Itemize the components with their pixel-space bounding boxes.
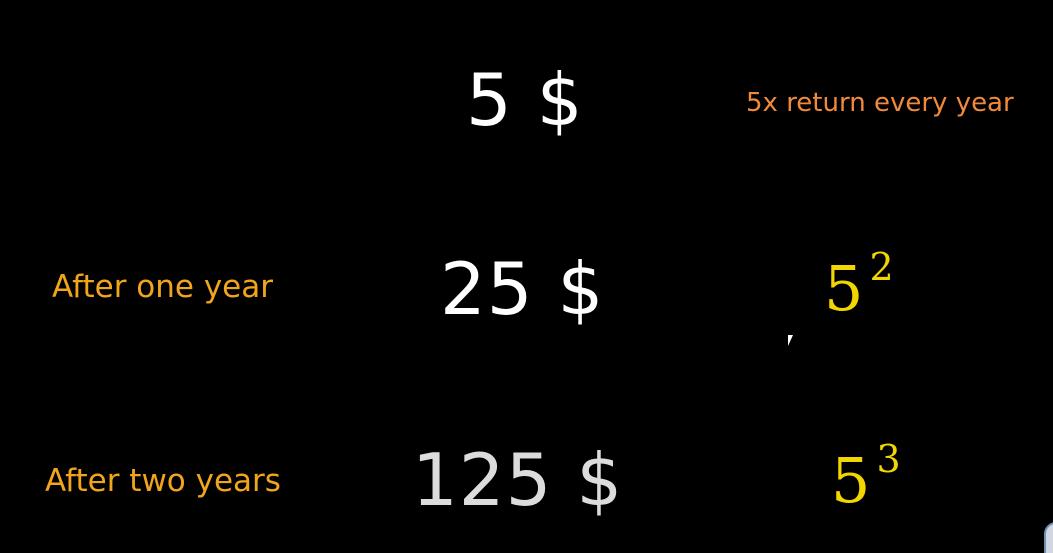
power-exponent: 3 [876, 437, 901, 481]
power-base: 5 [824, 252, 864, 325]
return-rate-note: 5x return every year [746, 88, 1014, 118]
power-exponent: 2 [869, 245, 894, 289]
power-base: 5 [831, 444, 871, 517]
label-after-two-years: After two years [45, 463, 281, 499]
amount-after-two-years: 125 $ [412, 438, 624, 522]
amount-after-one-year: 25 $ [440, 247, 605, 331]
mouse-pointer-icon [788, 335, 793, 346]
amount-initial: 5 $ [466, 58, 584, 142]
label-after-one-year: After one year [52, 269, 273, 305]
corner-avatar-icon [1044, 522, 1053, 553]
